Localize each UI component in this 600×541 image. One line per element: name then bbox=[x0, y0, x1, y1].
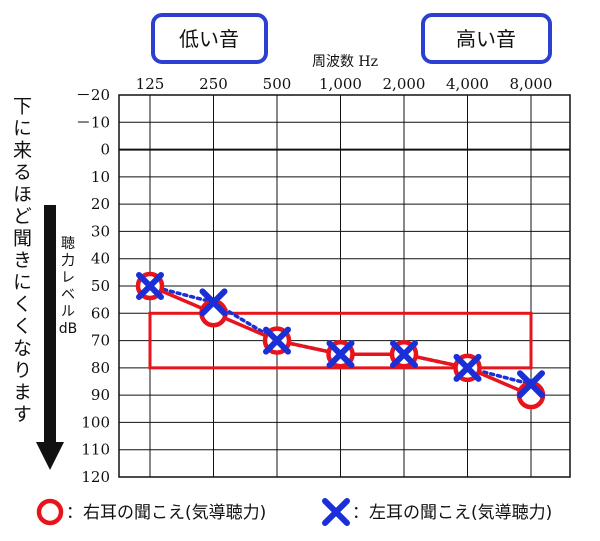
y-tick-label: 20 bbox=[91, 195, 110, 213]
low-sound-label: 低い音 bbox=[179, 27, 239, 51]
series-layer bbox=[135, 271, 546, 410]
y-tick-label: 10 bbox=[91, 168, 110, 186]
y-tick-label: 30 bbox=[91, 222, 110, 240]
y-axis-label-char: 力 bbox=[61, 253, 75, 269]
high-sound-label: 高い音 bbox=[456, 27, 516, 51]
x-tick-label: 250 bbox=[199, 75, 228, 93]
y-tick-label: 100 bbox=[81, 413, 110, 431]
x-tick-label: 8,000 bbox=[510, 75, 553, 93]
y-tick-label: 40 bbox=[91, 250, 110, 268]
x-tick-label: 125 bbox=[136, 75, 165, 93]
x-axis-ticks: 125 250 500 1,000 2,000 4,000 8,000 bbox=[136, 75, 553, 93]
y-axis-label-char: dB bbox=[59, 321, 78, 337]
y-axis-ticks: －20 －10 0 10 20 30 40 50 60 70 80 90 100 110 120 bbox=[76, 86, 110, 486]
x-tick-label: 500 bbox=[263, 75, 292, 93]
high-sound-pill bbox=[421, 13, 552, 64]
legend-cross-marker bbox=[322, 498, 350, 526]
down-arrow-caption: 下に来るほど聞きにくくなります bbox=[10, 96, 32, 426]
y-axis-label-char: レ bbox=[61, 270, 75, 286]
x-tick-label: 2,000 bbox=[383, 75, 426, 93]
y-tick-label: 50 bbox=[91, 277, 110, 295]
y-axis-label-char: 聴 bbox=[61, 236, 75, 252]
frequency-axis-title: 周波数 Hz bbox=[312, 54, 378, 70]
y-tick-label: 70 bbox=[91, 332, 110, 350]
legend-right-ear-label: ：右耳の聞こえ(気導聴力) bbox=[66, 503, 266, 523]
legend-left-ear-label: ：左耳の聞こえ(気導聴力) bbox=[352, 503, 552, 523]
down-arrow bbox=[36, 205, 64, 470]
y-tick-label: 60 bbox=[91, 304, 110, 322]
y-tick-label: 80 bbox=[91, 359, 110, 377]
y-tick-label: －20 bbox=[76, 86, 110, 104]
left-ear-point bbox=[326, 340, 355, 369]
left-ear-point bbox=[453, 353, 482, 382]
x-tick-label: 4,000 bbox=[446, 75, 489, 93]
legend: ：右耳の聞こえ(気導聴力) ：左耳の聞こえ(気導聴力) bbox=[36, 498, 552, 526]
y-tick-label: 120 bbox=[81, 468, 110, 486]
grid bbox=[119, 94, 570, 478]
x-tick-label: 1,000 bbox=[319, 75, 362, 93]
left-ear-point bbox=[390, 340, 418, 369]
y-axis-label-char: ベ bbox=[61, 287, 75, 303]
y-tick-label: －10 bbox=[76, 113, 110, 131]
low-sound-pill bbox=[151, 13, 268, 64]
y-tick-label: 90 bbox=[91, 386, 110, 404]
y-tick-label: 110 bbox=[81, 441, 110, 459]
left-ear-point bbox=[199, 288, 228, 317]
y-tick-label: 0 bbox=[100, 141, 110, 159]
left-ear-point bbox=[517, 370, 545, 399]
left-ear-point bbox=[263, 326, 291, 355]
left-ear-point bbox=[136, 272, 164, 300]
y-axis-label-char: ル bbox=[61, 304, 75, 320]
legend-circle-marker bbox=[36, 498, 64, 526]
